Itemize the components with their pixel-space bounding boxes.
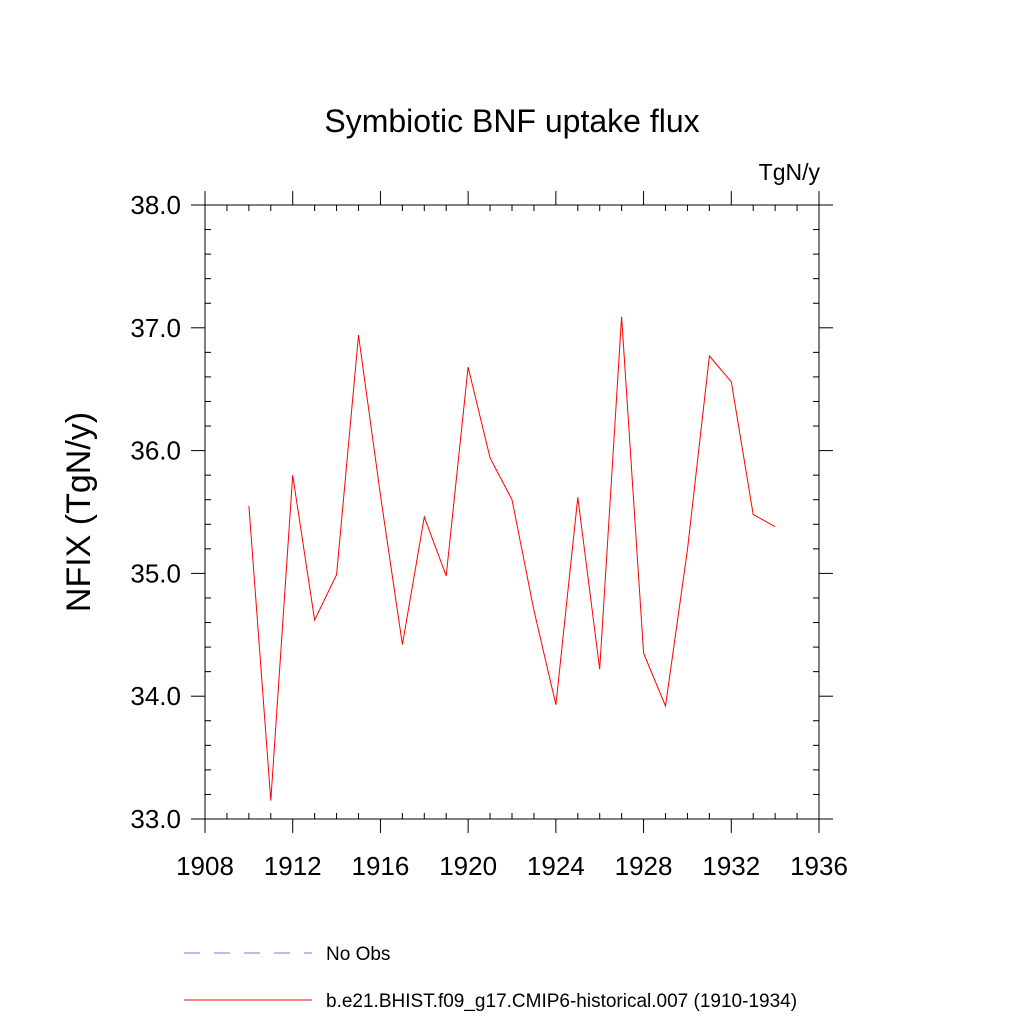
y-tick-label: 34.0 — [130, 681, 181, 711]
legend-label: No Obs — [326, 944, 390, 965]
x-tick-label: 1928 — [615, 851, 673, 881]
y-tick-label: 36.0 — [130, 436, 181, 466]
units-label: TgN/y — [759, 159, 821, 185]
x-tick-label: 1920 — [439, 851, 497, 881]
y-tick-label: 37.0 — [130, 313, 181, 343]
x-tick-label: 1924 — [527, 851, 585, 881]
legend: No Obs b.e21.BHIST.f09_g17.CMIP6-historic… — [184, 944, 797, 1012]
y-axis-label: NFIX (TgN/y) — [60, 412, 98, 612]
x-tick-label: 1936 — [790, 851, 848, 881]
y-tick-label: 33.0 — [130, 804, 181, 834]
y-tick-label: 38.0 — [130, 190, 181, 220]
legend-label: b.e21.BHIST.f09_g17.CMIP6-historical.007… — [326, 991, 797, 1012]
x-tick-label: 1932 — [702, 851, 760, 881]
axis-tick-labels: 1908 1912 1916 1920 1924 1928 1932 1936 33.0 34.0… — [130, 190, 848, 881]
series-line — [248, 316, 776, 801]
x-tick-label: 1912 — [264, 851, 322, 881]
chart-title: Symbiotic BNF uptake flux — [324, 103, 699, 139]
y-tick-label: 35.0 — [130, 558, 181, 588]
plot-frame — [204, 204, 820, 820]
x-tick-label: 1908 — [176, 851, 234, 881]
series-lines — [248, 316, 776, 801]
x-tick-label: 1916 — [352, 851, 410, 881]
axis-ticks — [191, 191, 833, 833]
